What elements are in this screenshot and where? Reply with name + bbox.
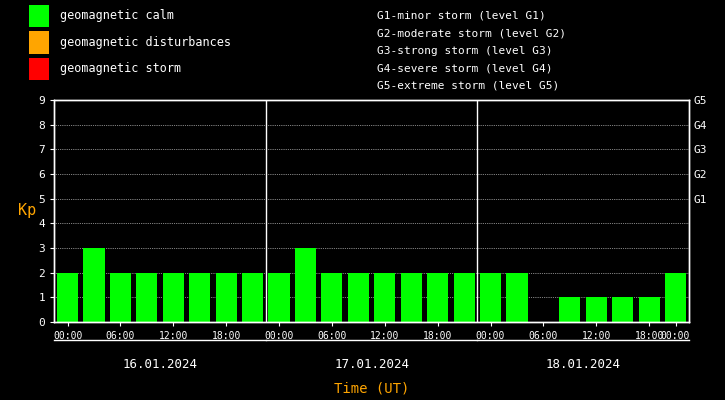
Text: G3-strong storm (level G3): G3-strong storm (level G3)	[377, 46, 552, 56]
Bar	[612, 297, 633, 322]
Bar	[189, 273, 210, 322]
Y-axis label: Kp: Kp	[18, 204, 36, 218]
Bar	[506, 273, 528, 322]
Bar	[480, 273, 501, 322]
Text: G1-minor storm (level G1): G1-minor storm (level G1)	[377, 10, 546, 20]
Text: G5-extreme storm (level G5): G5-extreme storm (level G5)	[377, 81, 559, 91]
Bar	[454, 273, 475, 322]
Text: G2-moderate storm (level G2): G2-moderate storm (level G2)	[377, 28, 566, 38]
Bar	[29, 31, 49, 54]
Text: G4-severe storm (level G4): G4-severe storm (level G4)	[377, 63, 552, 73]
Bar	[110, 273, 131, 322]
Text: 17.01.2024: 17.01.2024	[334, 358, 409, 371]
Bar	[348, 273, 369, 322]
Bar	[665, 273, 686, 322]
Bar	[321, 273, 342, 322]
Bar	[427, 273, 448, 322]
Text: geomagnetic disturbances: geomagnetic disturbances	[60, 36, 231, 49]
Bar	[162, 273, 184, 322]
Bar	[374, 273, 395, 322]
Bar	[83, 248, 104, 322]
Text: 18.01.2024: 18.01.2024	[545, 358, 621, 371]
Bar	[136, 273, 157, 322]
Text: 16.01.2024: 16.01.2024	[123, 358, 198, 371]
Text: geomagnetic storm: geomagnetic storm	[60, 62, 181, 75]
Bar	[242, 273, 263, 322]
Text: geomagnetic calm: geomagnetic calm	[60, 10, 174, 22]
Bar	[295, 248, 316, 322]
Bar	[559, 297, 581, 322]
Bar	[29, 58, 49, 80]
Bar	[215, 273, 237, 322]
Text: Time (UT): Time (UT)	[334, 382, 409, 396]
Bar	[639, 297, 660, 322]
Bar	[401, 273, 422, 322]
Bar	[268, 273, 289, 322]
Bar	[29, 5, 49, 27]
Bar	[57, 273, 78, 322]
Bar	[586, 297, 607, 322]
